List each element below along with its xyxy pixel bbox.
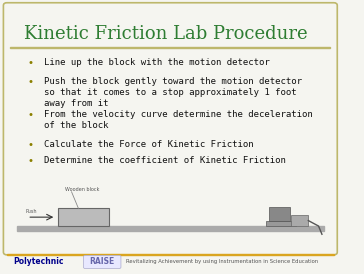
Bar xyxy=(10,47,331,48)
Text: Revitalizing Achievement by using Instrumentation in Science Education: Revitalizing Achievement by using Instru… xyxy=(126,259,318,264)
Text: •: • xyxy=(27,140,33,150)
Text: •: • xyxy=(27,110,33,119)
FancyBboxPatch shape xyxy=(3,3,337,255)
Text: •: • xyxy=(27,77,33,87)
Text: RAISE: RAISE xyxy=(90,258,115,266)
Bar xyxy=(266,221,296,226)
Text: •: • xyxy=(27,58,33,67)
Bar xyxy=(291,215,308,226)
Bar xyxy=(17,226,324,231)
Bar xyxy=(7,254,334,255)
FancyBboxPatch shape xyxy=(83,255,121,269)
Text: •: • xyxy=(27,156,33,166)
Text: Determine the coefficient of Kinetic Friction: Determine the coefficient of Kinetic Fri… xyxy=(44,156,286,165)
Bar xyxy=(269,207,290,221)
Text: Push the block gently toward the motion detector
so that it comes to a stop appr: Push the block gently toward the motion … xyxy=(44,77,302,108)
Text: Push: Push xyxy=(25,209,37,214)
Bar xyxy=(58,208,109,226)
Text: Calculate the Force of Kinetic Friction: Calculate the Force of Kinetic Friction xyxy=(44,140,254,149)
Text: Polytechnic: Polytechnic xyxy=(13,258,64,266)
Text: From the velocity curve determine the deceleration
of the block: From the velocity curve determine the de… xyxy=(44,110,313,130)
Text: Kinetic Friction Lab Procedure: Kinetic Friction Lab Procedure xyxy=(24,25,308,43)
Text: Line up the block with the motion detector: Line up the block with the motion detect… xyxy=(44,58,270,67)
Text: Wooden block: Wooden block xyxy=(65,187,99,192)
